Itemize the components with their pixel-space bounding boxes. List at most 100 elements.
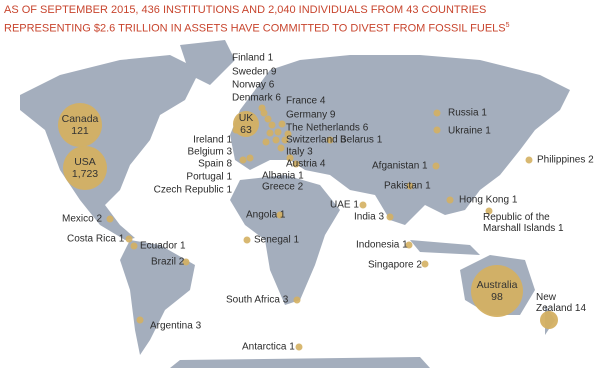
bubble bbox=[264, 115, 272, 123]
location-label: Belgium 3 bbox=[188, 147, 232, 158]
bubble bbox=[136, 316, 144, 324]
bubble bbox=[58, 103, 102, 147]
location-name: Brazil bbox=[151, 256, 177, 268]
eurasia bbox=[230, 55, 570, 225]
location-count: 1 bbox=[558, 223, 564, 234]
continents bbox=[20, 40, 570, 368]
location-name: Hong Kong bbox=[459, 194, 510, 206]
bubble bbox=[433, 109, 441, 117]
location-count: 1 bbox=[511, 194, 518, 206]
location-count: 4 bbox=[319, 158, 326, 170]
location-count: 1 bbox=[293, 234, 300, 246]
bubbles bbox=[58, 103, 558, 351]
location-label: Ukraine 1 bbox=[448, 126, 491, 137]
location-label: Costa Rica 1 bbox=[67, 234, 124, 245]
location-count: 1 bbox=[226, 184, 232, 196]
location-count: 3 bbox=[378, 211, 385, 223]
location-count: 2 bbox=[416, 259, 422, 271]
location-name: Austria bbox=[286, 158, 318, 170]
north-america bbox=[20, 55, 200, 240]
location-name: Portugal bbox=[186, 171, 224, 183]
location-name: Angola bbox=[246, 209, 278, 221]
location-count: 3 bbox=[195, 320, 202, 332]
location-name: Philippines bbox=[537, 154, 586, 166]
greenland bbox=[180, 40, 235, 85]
location-name: Antarctica bbox=[242, 341, 287, 353]
location-label: Portugal 1 bbox=[186, 172, 232, 183]
location-label: Hong Kong 1 bbox=[459, 195, 517, 206]
bubble bbox=[540, 311, 558, 329]
location-label: Angola 1 bbox=[246, 210, 285, 221]
location-name: Denmark bbox=[232, 92, 273, 104]
location-label: Finland 1 bbox=[232, 53, 273, 64]
location-label: Senegal 1 bbox=[254, 235, 299, 246]
location-label: Germany 9 bbox=[286, 110, 335, 121]
location-name: Albania bbox=[262, 170, 296, 182]
title-line: REPRESENTING $2.6 TRILLION IN ASSETS HAV… bbox=[4, 18, 594, 37]
location-label: UAE 1 bbox=[330, 200, 359, 211]
location-label: Spain 8 bbox=[198, 159, 232, 170]
location-label: Afganistan 1 bbox=[372, 161, 428, 172]
location-label: Republic of the Marshall Islands 1 bbox=[483, 212, 578, 234]
location-count: 1 bbox=[180, 240, 186, 252]
location-name: Russia bbox=[448, 107, 479, 119]
location-name: Costa Rica bbox=[67, 233, 116, 245]
location-count: 63 bbox=[240, 124, 252, 136]
bubble bbox=[262, 138, 270, 146]
location-name: Republic of the Marshall Islands bbox=[483, 212, 556, 234]
bubble bbox=[125, 235, 133, 243]
location-count: 1 bbox=[226, 134, 232, 146]
location-label: New Zealand 14 bbox=[536, 292, 600, 314]
bubble bbox=[432, 162, 440, 170]
location-count: 1 bbox=[481, 107, 487, 119]
bubble bbox=[406, 182, 414, 190]
location-count: 1 bbox=[422, 160, 428, 172]
location-count: 3 bbox=[340, 134, 347, 146]
location-label: Antarctica 1 bbox=[242, 342, 295, 353]
location-name: Sweden bbox=[232, 66, 269, 78]
location-name: Senegal bbox=[254, 234, 291, 246]
location-name: Pakistan bbox=[384, 180, 423, 192]
location-name: UK bbox=[238, 112, 254, 124]
bubble bbox=[243, 236, 251, 244]
location-name: Argentina bbox=[150, 320, 193, 332]
bubble bbox=[246, 154, 254, 162]
bubble bbox=[268, 121, 276, 129]
location-count: 6 bbox=[362, 122, 369, 134]
location-count: 14 bbox=[574, 303, 587, 314]
africa bbox=[230, 175, 340, 305]
bubble bbox=[258, 104, 266, 112]
bubble bbox=[232, 126, 240, 134]
location-count: 4 bbox=[319, 95, 326, 107]
bubble bbox=[386, 213, 394, 221]
location-name: Italy bbox=[286, 146, 305, 158]
bubble bbox=[286, 154, 294, 162]
bubble bbox=[433, 126, 441, 134]
location-name: Belgium bbox=[187, 146, 224, 158]
location-label: Switzerland 3 bbox=[286, 135, 346, 146]
location-label: Russia 1 bbox=[448, 108, 487, 119]
location-name: UAE bbox=[330, 199, 351, 211]
bubble bbox=[284, 130, 292, 138]
location-name: Singapore bbox=[368, 259, 414, 271]
indonesia bbox=[410, 240, 480, 255]
bubble bbox=[182, 258, 190, 266]
bubble bbox=[276, 211, 284, 219]
location-name: Canada bbox=[61, 113, 99, 125]
location-count: 1 bbox=[226, 171, 232, 183]
location-label: Greece 2 bbox=[262, 182, 303, 193]
bubble bbox=[130, 242, 138, 250]
location-count: 1 bbox=[118, 233, 125, 245]
antarctica bbox=[170, 357, 430, 368]
south-america bbox=[120, 240, 195, 355]
location-label: Italy 3 bbox=[286, 147, 313, 158]
location-name: South Africa bbox=[226, 294, 280, 306]
title-line: AS OF SEPTEMBER 2015, 436 INSTITUTIONS A… bbox=[4, 4, 487, 16]
location-name: Ecuador bbox=[140, 240, 178, 252]
location-name: Greece bbox=[262, 181, 295, 193]
location-count: 9 bbox=[270, 66, 277, 78]
location-name: Australia bbox=[476, 279, 518, 291]
location-label: Australia 98 bbox=[477, 279, 518, 303]
footnote: 5 bbox=[505, 22, 510, 29]
